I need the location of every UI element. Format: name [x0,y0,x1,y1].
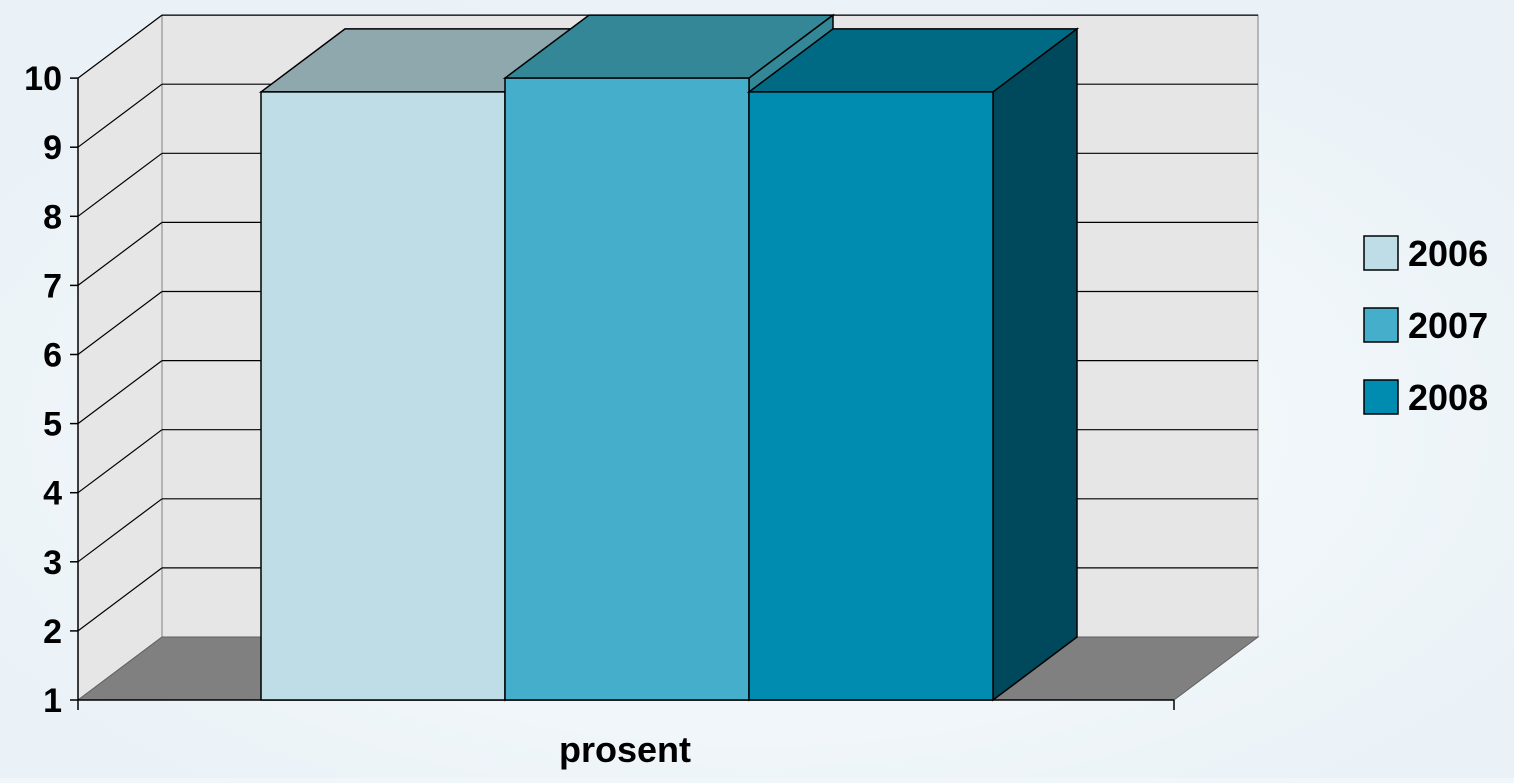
legend-swatch-2006 [1363,235,1399,271]
bar-front-2007 [504,77,750,701]
legend-label-2007: 2007 [1408,305,1488,346]
y-tick-label: 7 [43,267,62,305]
y-tick-label: 2 [43,613,62,651]
gridline-side [77,221,163,286]
gridline-side [77,429,163,494]
legend-swatch-2008 [1363,379,1399,415]
gridline-side [77,291,163,355]
legend: 2006 2007 2008 [1363,233,1488,418]
gridline-side [77,498,163,563]
side-wall [77,14,163,701]
y-tick-label: 10 [24,60,62,98]
bar-2008 [746,27,1080,702]
gridline-side [77,360,163,425]
y-tick-label: 8 [43,198,62,236]
bar-front-2006 [260,91,506,701]
y-tick-label: 6 [43,337,62,375]
x-axis-label: prosent [559,729,691,770]
y-tick-label: 5 [43,406,62,444]
legend-label-2006: 2006 [1408,233,1488,274]
y-tick-label: 1 [43,682,62,720]
y-tick-label: 3 [43,544,62,582]
gridline-side [77,83,163,148]
bars [258,13,1080,702]
y-tick-label: 4 [43,475,62,513]
y-tick-labels: 1 2 3 4 5 6 7 8 9 10 [24,60,62,720]
bar-side-2008 [992,27,1078,702]
legend-label-2008: 2008 [1408,377,1488,418]
legend-swatch-2007 [1363,307,1399,343]
bar-front-2008 [748,91,994,701]
gridline-side [77,152,163,217]
y-tick-label: 9 [43,129,62,167]
gridline-side [77,14,163,79]
gridline-side [77,567,163,632]
